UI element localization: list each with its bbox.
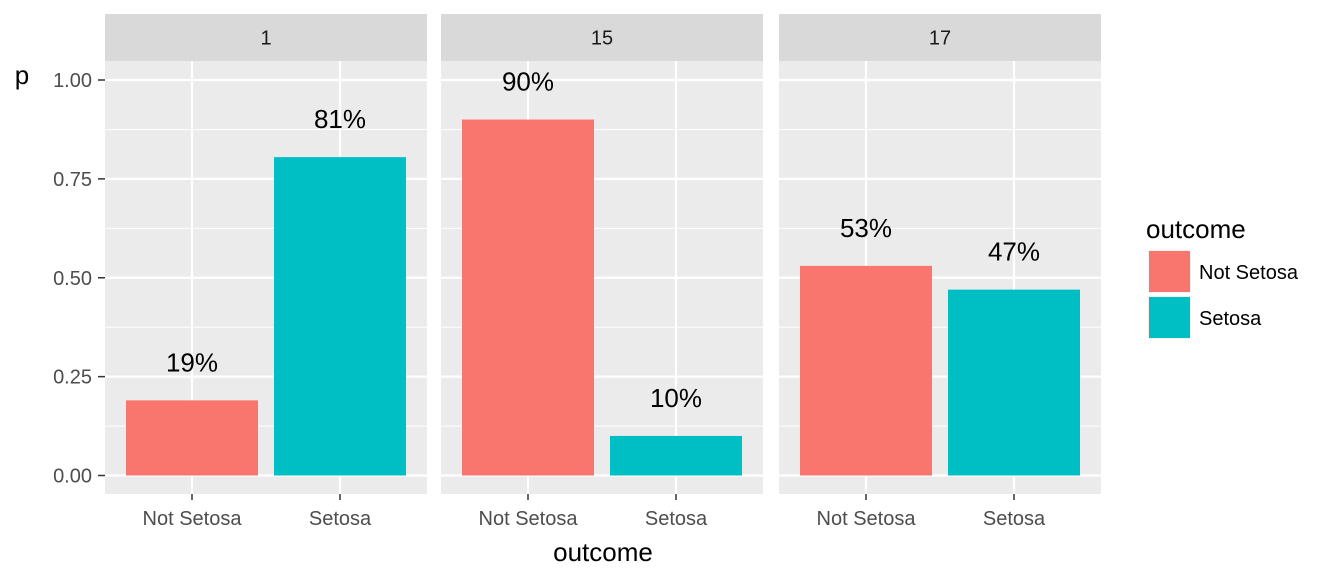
x-tick-label: Setosa	[983, 508, 1046, 530]
data-label: 53%	[840, 213, 892, 243]
data-label: 81%	[314, 104, 366, 134]
facet-strip-label: 1	[260, 28, 271, 50]
y-tick-label: 0.50	[53, 268, 92, 290]
data-label: 47%	[988, 237, 1040, 267]
bar-setosa	[610, 435, 742, 476]
x-tick-label: Not Setosa	[817, 508, 917, 530]
y-tick-label: 0.25	[53, 367, 92, 389]
x-tick-label: Not Setosa	[143, 508, 243, 530]
x-tick-label: Setosa	[645, 508, 708, 530]
legend-label: Not Setosa	[1199, 262, 1299, 284]
data-label: 19%	[166, 347, 218, 377]
bar-setosa	[274, 157, 406, 476]
y-axis-title: p	[15, 60, 29, 90]
axis-layer: 0.00 0.25 0.50 0.75 1.00	[53, 70, 105, 488]
legend: outcome Not Setosa Setosa	[1146, 214, 1299, 339]
facet-strip-label: 15	[591, 28, 613, 50]
bar-setosa	[948, 289, 1080, 476]
data-label: 90%	[502, 67, 554, 97]
x-axis-title: outcome	[553, 537, 653, 567]
facet-panel-15: 15 90% 10% Not Setosa Setosa	[441, 14, 763, 530]
legend-title: outcome	[1146, 214, 1246, 244]
bar-not-setosa	[462, 119, 594, 476]
facet-strip	[779, 14, 1101, 61]
panels-layer: 1 19% 81% Not Setosa Setosa 15 90% 10% Not Setos…	[105, 14, 1101, 530]
data-label: 10%	[650, 383, 702, 413]
x-tick-label: Setosa	[309, 508, 372, 530]
legend-entries: Not Setosa Setosa	[1148, 250, 1299, 339]
facet-strip	[441, 14, 763, 61]
bar-not-setosa	[800, 265, 932, 476]
facet-strip	[105, 14, 427, 61]
bar-not-setosa	[126, 400, 258, 476]
y-tick-label: 1.00	[53, 70, 92, 92]
legend-label: Setosa	[1199, 308, 1262, 330]
legend-swatch	[1149, 297, 1190, 338]
facet-strip-label: 17	[929, 28, 951, 50]
facet-panel-1: 1 19% 81% Not Setosa Setosa	[105, 14, 427, 530]
legend-swatch	[1149, 251, 1190, 292]
facet-panel-17: 17 53% 47% Not Setosa Setosa	[779, 14, 1101, 530]
y-tick-label: 0.00	[53, 466, 92, 488]
y-tick-label: 0.75	[53, 169, 92, 191]
x-tick-label: Not Setosa	[479, 508, 579, 530]
